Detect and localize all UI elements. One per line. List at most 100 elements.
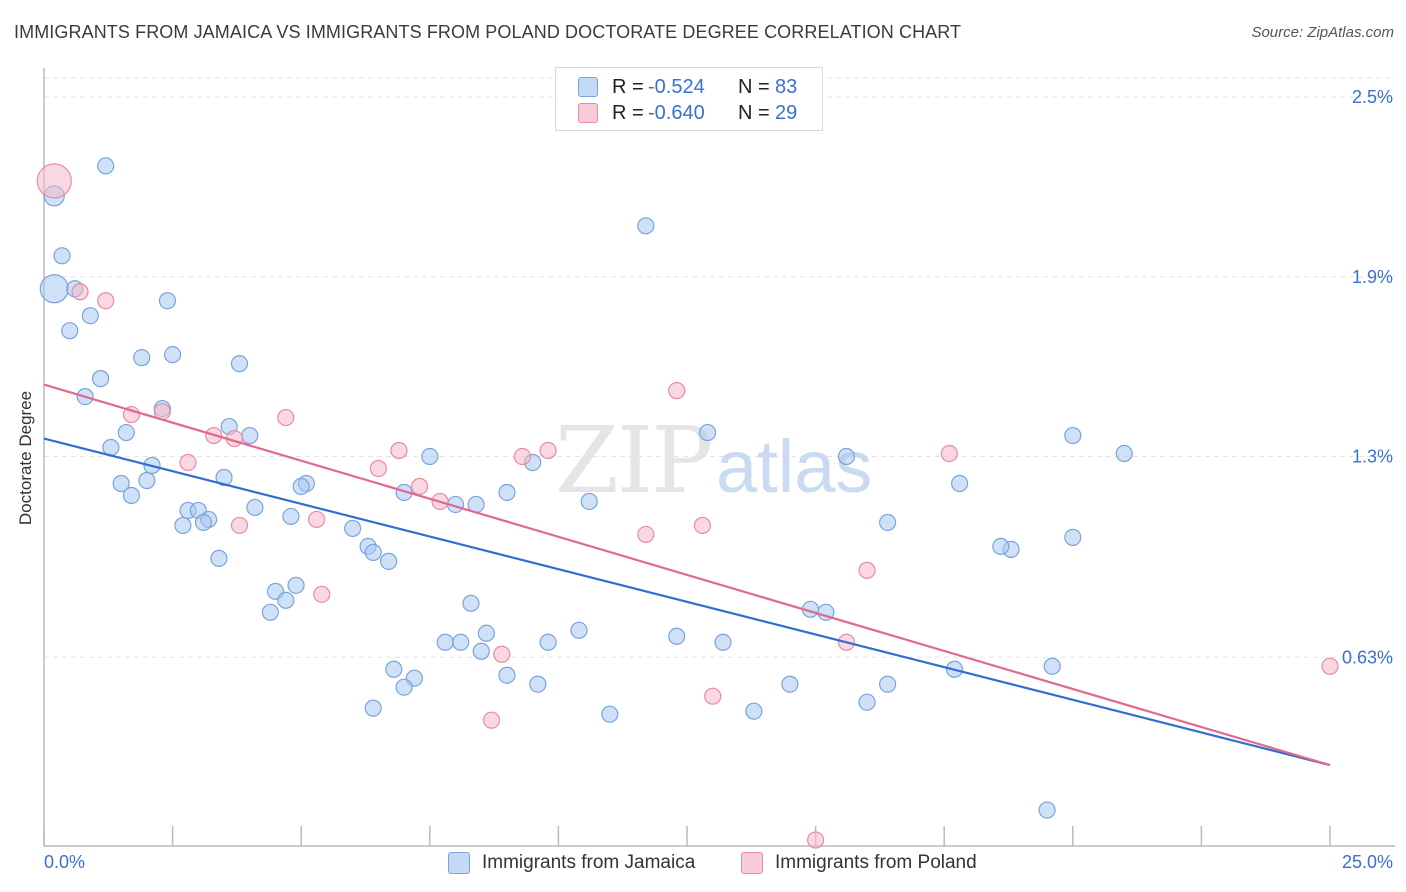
jamaica-point bbox=[215, 468, 233, 487]
y-tick-label: 1.3% bbox=[1352, 447, 1393, 467]
jamaica-point bbox=[133, 349, 151, 367]
jamaica-point bbox=[498, 483, 516, 502]
bottom-legend-label-jamaica: Immigrants from Jamaica bbox=[482, 852, 696, 873]
poland-point bbox=[482, 711, 501, 729]
jamaica-point bbox=[421, 447, 439, 466]
poland-point bbox=[513, 447, 531, 466]
legend-row-poland: R = -0.640 N = 29 bbox=[578, 100, 797, 126]
legend-swatch-poland bbox=[578, 103, 598, 123]
poland-point bbox=[369, 459, 387, 478]
poland-point bbox=[277, 408, 295, 427]
jamaica-point bbox=[380, 552, 398, 570]
jamaica-point bbox=[879, 513, 897, 532]
jamaica-point bbox=[462, 594, 480, 612]
jamaica-point bbox=[194, 513, 213, 532]
jamaica-point bbox=[241, 426, 259, 445]
jamaica-point bbox=[122, 486, 141, 505]
correlation-legend: R = -0.524 N = 83 R = -0.640 N = 29 bbox=[555, 67, 823, 131]
jamaica-point bbox=[477, 624, 495, 642]
legend-n-value: 29 bbox=[775, 101, 798, 124]
jamaica-point bbox=[91, 370, 110, 388]
legend-swatch-jamaica bbox=[578, 77, 598, 97]
poland-point bbox=[313, 585, 331, 603]
x-tick-label-min: 0.0% bbox=[44, 852, 86, 872]
poland-point bbox=[308, 510, 326, 529]
poland-point bbox=[410, 477, 429, 496]
jamaica-point bbox=[637, 217, 655, 235]
jamaica-point bbox=[745, 702, 763, 720]
jamaica-point bbox=[164, 346, 182, 364]
bottom-legend-poland: Immigrants from Poland bbox=[741, 852, 977, 874]
jamaica-trend-line bbox=[43, 437, 1331, 767]
jamaica-point bbox=[1064, 528, 1082, 547]
jamaica-point bbox=[210, 549, 228, 567]
jamaica-point bbox=[282, 507, 300, 526]
legend-r-label: R = bbox=[612, 75, 644, 98]
poland-point bbox=[858, 561, 876, 579]
jamaica-point bbox=[364, 543, 382, 561]
poland-point bbox=[390, 441, 408, 460]
legend-r-value: -0.640 bbox=[648, 101, 705, 124]
legend-n-label: N = bbox=[738, 101, 770, 124]
x-tick-label-max: 25.0% bbox=[1341, 852, 1393, 872]
jamaica-point bbox=[714, 633, 732, 651]
poland-point bbox=[71, 283, 89, 301]
jamaica-point bbox=[539, 633, 557, 651]
jamaica-point bbox=[395, 678, 413, 696]
y-tick-label: 1.9% bbox=[1352, 267, 1393, 287]
jamaica-point bbox=[1115, 444, 1133, 463]
jamaica-point bbox=[364, 699, 382, 717]
poland-point bbox=[940, 444, 958, 463]
jamaica-point bbox=[601, 705, 619, 723]
bottom-legend-jamaica: Immigrants from Jamaica bbox=[448, 852, 695, 874]
legend-r-value: -0.524 bbox=[648, 75, 705, 98]
watermark-zip: ZIP bbox=[555, 407, 711, 514]
poland-point bbox=[230, 516, 249, 535]
jamaica-point bbox=[529, 675, 547, 693]
jamaica-point bbox=[1043, 657, 1061, 675]
jamaica-point bbox=[580, 492, 598, 511]
poland-point bbox=[637, 525, 655, 544]
jamaica-point bbox=[472, 642, 490, 660]
jamaica-point bbox=[498, 666, 516, 684]
jamaica-point bbox=[97, 157, 115, 175]
poland-point bbox=[668, 382, 686, 400]
jamaica-point bbox=[385, 660, 403, 678]
y-tick-label: 2.5% bbox=[1352, 87, 1393, 107]
jamaica-point bbox=[698, 423, 717, 442]
poland-point bbox=[806, 831, 825, 849]
bottom-legend-swatch-poland bbox=[741, 852, 763, 874]
poland-trend-line bbox=[43, 383, 1331, 767]
legend-n-value: 83 bbox=[775, 75, 798, 98]
legend-r-label: R = bbox=[612, 101, 644, 124]
bottom-legend-label-poland: Immigrants from Poland bbox=[775, 852, 977, 873]
poland-point bbox=[179, 453, 197, 472]
poland-point bbox=[97, 292, 115, 310]
jamaica-point bbox=[452, 633, 470, 651]
jamaica-point bbox=[112, 474, 130, 493]
jamaica-point bbox=[781, 675, 799, 693]
jamaica-point bbox=[246, 498, 264, 517]
watermark-atlas: atlas bbox=[716, 425, 872, 508]
jamaica-point bbox=[81, 307, 99, 325]
jamaica-point bbox=[158, 292, 177, 310]
chart-title: IMMIGRANTS FROM JAMAICA VS IMMIGRANTS FR… bbox=[14, 22, 962, 42]
jamaica-point bbox=[1038, 801, 1056, 819]
jamaica-point bbox=[261, 603, 279, 621]
jamaica-point bbox=[858, 693, 876, 711]
jamaica-point bbox=[53, 247, 71, 265]
jamaica-point bbox=[668, 627, 686, 645]
jamaica-point bbox=[39, 274, 69, 304]
jamaica-point bbox=[138, 471, 156, 490]
bottom-legend-swatch-jamaica bbox=[448, 852, 470, 874]
jamaica-point bbox=[837, 447, 856, 466]
legend-n-label: N = bbox=[738, 75, 770, 98]
jamaica-point bbox=[174, 516, 192, 535]
legend-row-jamaica: R = -0.524 N = 83 bbox=[578, 74, 797, 100]
poland-point bbox=[493, 645, 511, 663]
jamaica-point bbox=[344, 519, 362, 538]
jamaica-point bbox=[436, 633, 454, 651]
jamaica-point bbox=[992, 537, 1010, 556]
jamaica-point bbox=[230, 355, 249, 373]
